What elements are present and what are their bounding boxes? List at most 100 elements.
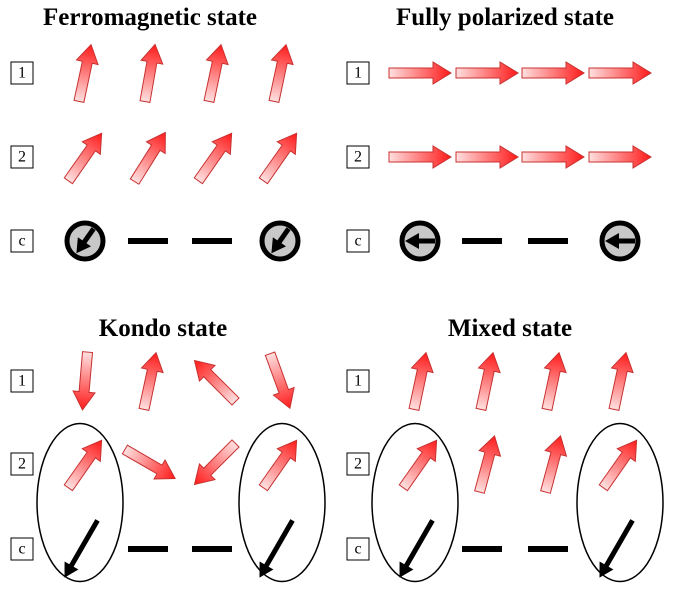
arrow-shape [203,43,229,103]
spin-arrow [455,61,519,85]
arrow-shape [258,132,298,185]
electron-arrow [259,519,295,578]
singlet-ellipse [36,422,124,583]
arrow-shape [268,43,294,103]
row-label-box [346,369,370,393]
row-label-box [346,229,370,253]
row-label: 2 [354,149,362,166]
arrow-shaft [262,519,295,571]
spin-arrow [72,351,96,411]
panel-title: Kondo state [99,315,227,342]
row-label-box [346,145,370,169]
arrow-shape [474,435,502,494]
spin-arrow [63,132,103,185]
arrow-shape [73,43,99,103]
row-label-box [10,145,34,169]
arrow-shape [264,351,295,410]
spin-arrow [73,43,99,103]
row-label-box [10,537,34,561]
row-label: c [18,233,25,250]
row-label: c [354,233,361,250]
singlet-ellipse [238,422,326,583]
spin-arrow [541,351,567,411]
arrow-shape [475,351,501,411]
spin-arrow [268,43,294,103]
arrow-shape [541,351,567,411]
arrow-shape [193,132,233,185]
arrow-shape [258,439,298,492]
spin-arrow [388,145,452,169]
panel-title: Ferromagnetic state [43,4,257,31]
row-label: 1 [354,65,362,82]
spin-arrow [588,61,652,85]
row-label: 1 [18,373,26,390]
arrow-head [259,561,274,578]
arrow-head [76,237,91,254]
spin-arrow [408,351,434,411]
arrow-shape [608,351,634,411]
spin-arrow [258,132,298,185]
panel-title: Fully polarized state [396,4,614,31]
spin-arrow [521,61,585,85]
arrow-shaft [602,519,635,571]
singlet-ellipse [576,422,664,583]
arrow-shape [388,145,452,169]
spin-arrow [193,439,240,486]
spin-arrow [63,439,103,492]
arrow-shape [455,61,519,85]
arrow-head [599,561,614,578]
arrow-head [399,561,414,578]
arrow-shape [138,351,164,411]
spin-arrow [398,439,438,492]
electron-arrow [605,233,635,249]
spin-arrow [455,145,519,169]
arrow-head [605,233,619,249]
arrow-shape [521,61,585,85]
spin-arrow [193,359,240,406]
arrow-shape [388,61,452,85]
arrow-shape [63,132,103,185]
spin-arrow [121,444,176,480]
spin-arrow [138,351,164,411]
electron-arrow [599,519,635,578]
arrow-head [405,233,419,249]
spin-arrow [139,43,164,104]
arrow-head [64,561,79,578]
row-label: 2 [354,456,362,473]
arrow-shape [193,359,240,406]
spin-arrow [588,145,652,169]
row-label: c [18,541,25,558]
arrow-shape [63,439,103,492]
spin-arrow [129,131,166,185]
arrow-shape [398,439,438,492]
spin-arrow [598,439,638,492]
spin-arrow [264,351,295,410]
row-label-box [346,61,370,85]
spin-arrow [475,351,501,411]
row-label-box [10,369,34,393]
panel-title: Mixed state [448,315,572,342]
arrow-shaft [67,519,100,571]
spin-arrow [608,351,634,411]
row-label: 1 [18,65,26,82]
row-label: 1 [354,373,362,390]
arrow-shape [598,439,638,492]
spin-arrow [193,132,233,185]
arrow-shape [72,351,96,411]
electron-arrow [76,227,96,254]
row-label-box [10,452,34,476]
arrow-head [271,237,286,254]
row-label: 2 [18,149,26,166]
row-label-box [346,452,370,476]
row-label-box [10,61,34,85]
arrow-shape [129,131,166,185]
spin-arrow [203,43,229,103]
electron-arrow [64,519,100,578]
arrow-shape [521,145,585,169]
row-label-box [346,537,370,561]
row-label-box [10,229,34,253]
electron-arrow [399,519,435,578]
arrow-shape [588,61,652,85]
arrow-shape [588,145,652,169]
spin-arrow [540,435,568,494]
